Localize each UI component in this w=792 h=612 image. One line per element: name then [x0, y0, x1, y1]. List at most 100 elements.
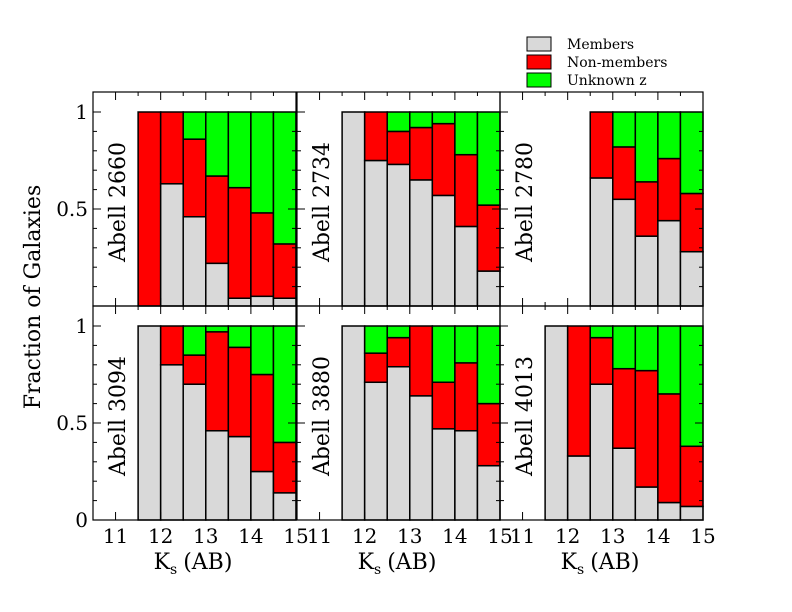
bar-members: [272, 297, 297, 307]
bar-unknown: [612, 325, 637, 370]
x-axis-title-main: K: [561, 550, 578, 575]
panel-frame: [499, 305, 704, 521]
bar-nonmembers: [476, 204, 501, 272]
bar-members: [589, 177, 614, 307]
legend: Members Non-members Unknown z: [526, 36, 667, 89]
bar-unknown: [454, 325, 479, 364]
bar-nonmembers: [386, 130, 411, 166]
bar-nonmembers: [634, 369, 659, 488]
bar-nonmembers: [137, 111, 162, 307]
x-tick-label: 13: [600, 524, 625, 548]
bar-nonmembers: [363, 352, 388, 384]
bar-members: [566, 455, 591, 521]
bar-members: [431, 194, 456, 307]
bar-nonmembers: [454, 153, 479, 228]
panel-label: Abell 2734: [310, 142, 335, 263]
bar-unknown: [409, 111, 434, 129]
bar-members: [250, 470, 275, 521]
panel-label: Abell 3094: [106, 356, 131, 477]
bar-members: [634, 486, 659, 521]
x-axis-title-col2: Ks (AB): [358, 550, 437, 578]
bar-nonmembers: [250, 373, 275, 473]
x-tick-label: 13: [397, 524, 422, 548]
bar-unknown: [679, 325, 704, 448]
panel: Abell 4013 11 12 13 14 15: [499, 305, 716, 548]
bar-members: [159, 183, 184, 307]
panel-label: Abell 3880: [310, 356, 335, 477]
bar-unknown: [657, 111, 682, 160]
x-axis-title-sub: s: [577, 562, 584, 578]
bar-members: [612, 447, 637, 521]
bar-members: [341, 111, 366, 307]
bar-unknown: [205, 325, 230, 333]
x-tick-label: 14: [442, 524, 467, 548]
bar-nonmembers: [589, 336, 614, 385]
y-tick-label: 0: [75, 508, 88, 532]
bar-members: [182, 216, 207, 307]
bar-nonmembers: [566, 325, 591, 457]
x-tick-label: 11: [307, 524, 332, 548]
bar-members: [272, 492, 297, 521]
bar-nonmembers: [679, 192, 704, 253]
bar-nonmembers: [657, 393, 682, 504]
bar-members: [679, 505, 704, 521]
bar-members: [476, 464, 501, 521]
x-tick-label: 12: [555, 524, 580, 548]
bar-members: [679, 250, 704, 307]
bar-nonmembers: [634, 181, 659, 237]
bar-unknown: [634, 111, 659, 183]
bar-nonmembers: [431, 381, 456, 430]
bar-nonmembers: [409, 325, 434, 397]
bar-members: [386, 163, 411, 307]
bar-members: [634, 235, 659, 307]
x-axis-title-unit: (AB): [590, 550, 639, 575]
bar-members: [431, 428, 456, 521]
bar-nonmembers: [205, 331, 230, 432]
bar-nonmembers: [363, 111, 388, 162]
bar-unknown: [386, 111, 411, 133]
x-tick-label: 12: [148, 524, 173, 548]
legend-unknown-label: Unknown z: [567, 73, 647, 89]
bar-nonmembers: [159, 111, 184, 185]
bar-unknown: [431, 325, 456, 384]
bar-members: [409, 179, 434, 307]
bar-unknown: [634, 325, 659, 372]
panel-label: Abell 2780: [513, 142, 538, 263]
bar-nonmembers: [227, 186, 252, 299]
bar-unknown: [250, 325, 275, 376]
bar-members: [182, 383, 207, 521]
bar-unknown: [182, 111, 207, 140]
bar-members: [341, 325, 366, 521]
bar-members: [454, 430, 479, 521]
legend-members-swatch: [526, 36, 552, 52]
panel-label: Abell 2660: [106, 142, 131, 263]
bar-members: [657, 501, 682, 521]
bar-nonmembers: [612, 367, 637, 449]
panel: Abell 2780: [499, 91, 704, 307]
x-tick-label: 15: [690, 524, 715, 548]
panel: Abell 3880 11 12 13 14 15: [296, 305, 513, 548]
panel-frame: [92, 305, 297, 521]
bar-unknown: [227, 111, 252, 189]
bar-unknown: [679, 111, 704, 195]
bar-unknown: [250, 111, 275, 214]
x-axis-title-unit: (AB): [183, 550, 232, 575]
bar-members: [250, 295, 275, 307]
bar-members: [227, 435, 252, 521]
x-axis-title-main: K: [358, 550, 375, 575]
bar-members: [227, 297, 252, 307]
x-axis-title-sub: s: [170, 562, 177, 578]
bar-unknown: [476, 111, 501, 206]
bar-nonmembers: [612, 146, 637, 201]
bar-unknown: [363, 325, 388, 354]
bar-nonmembers: [272, 441, 297, 494]
bar-unknown: [589, 325, 614, 339]
bar-members: [454, 225, 479, 307]
bar-members: [476, 270, 501, 307]
bar-nonmembers: [386, 336, 411, 368]
legend-nonmembers-swatch: [526, 54, 552, 70]
x-tick-label: 11: [510, 524, 535, 548]
y-tick-label: 0.5: [56, 197, 88, 221]
x-axis-title-unit: (AB): [387, 550, 436, 575]
